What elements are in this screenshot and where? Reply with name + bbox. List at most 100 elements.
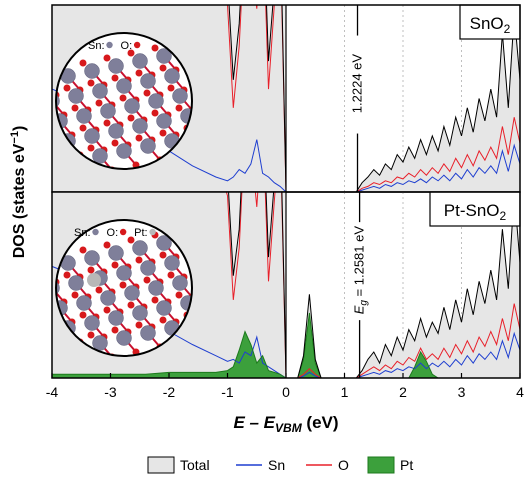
gap-value: 1.2224 eV xyxy=(350,54,365,114)
sn-atom xyxy=(148,280,164,296)
sn-atom xyxy=(132,305,148,321)
pt-atom xyxy=(87,273,101,287)
inset-legend-dot xyxy=(119,228,127,236)
sn-atom xyxy=(37,74,52,89)
o-atom xyxy=(103,119,111,127)
inset-label: Sn: xyxy=(74,227,91,239)
inset-legend-dot xyxy=(92,228,99,236)
x-tick-label: 1 xyxy=(341,384,349,400)
panel-label-main: SnO xyxy=(470,14,504,33)
sn-atom xyxy=(132,240,148,256)
dos-line xyxy=(226,5,520,192)
x-axis-label: E – EVBM (eV) xyxy=(233,413,338,435)
inset-label: Pt: xyxy=(134,227,147,239)
o-atom xyxy=(103,306,111,314)
o-atom xyxy=(143,276,151,284)
sn-atom xyxy=(84,63,100,79)
gap-symbol-sub: g xyxy=(359,300,370,306)
sn-atom xyxy=(156,48,172,64)
sn-atom xyxy=(164,68,180,84)
o-atom xyxy=(32,257,39,264)
panel-label-main: Pt-SnO xyxy=(444,201,500,220)
gap-value: = 1.2581 eV xyxy=(352,226,367,300)
structure-inset: Sn: O: Pt: xyxy=(32,219,193,357)
sn-atom xyxy=(92,83,108,99)
o-atom xyxy=(95,99,103,107)
panel-label-box xyxy=(459,4,521,40)
sn-atom xyxy=(172,275,188,291)
sn-atom xyxy=(68,88,84,104)
o-atom xyxy=(111,261,119,269)
legend-label: Total xyxy=(180,457,210,473)
sn-atom xyxy=(140,73,156,89)
o-atom xyxy=(151,296,159,304)
o-atom xyxy=(103,54,111,62)
inset-border xyxy=(55,32,193,170)
sn-atom xyxy=(84,250,100,266)
o-atom xyxy=(95,286,103,294)
sn-atom xyxy=(84,128,100,144)
panel-label-sub: 2 xyxy=(504,22,511,36)
x-tick-label: -3 xyxy=(104,384,117,400)
o-atom xyxy=(159,129,167,137)
o-atom xyxy=(71,104,79,112)
sn-atom xyxy=(124,98,140,114)
o-atom xyxy=(151,109,159,117)
y-label-end: ) xyxy=(11,126,28,131)
o-atom xyxy=(151,44,159,52)
sn-atom xyxy=(156,235,172,251)
sn-atom xyxy=(56,280,60,296)
dos-line xyxy=(52,312,520,378)
sn-atom xyxy=(140,260,156,276)
o-atom xyxy=(63,271,71,279)
o-atom xyxy=(103,241,111,249)
legend-swatch xyxy=(147,456,175,474)
sn-atom xyxy=(156,300,172,316)
inset-legend-dot xyxy=(106,41,113,49)
sn-atom xyxy=(140,325,156,341)
legend-swatch xyxy=(367,456,395,474)
sn-atom xyxy=(68,275,84,291)
o-atom xyxy=(87,79,95,87)
sn-atom xyxy=(124,285,140,301)
panel-label-sub: 2 xyxy=(500,209,507,223)
o-atom xyxy=(135,321,143,329)
sn-atom xyxy=(116,330,132,346)
o-atom xyxy=(87,266,95,274)
panel-label: Pt-SnO2 xyxy=(444,201,507,223)
sn-atom xyxy=(108,245,124,261)
x-tick-label: -4 xyxy=(46,384,59,400)
inset-border xyxy=(55,219,193,357)
sn-atom xyxy=(37,261,52,276)
o-atom xyxy=(127,301,135,309)
o-atom xyxy=(87,144,95,152)
o-atom xyxy=(159,316,167,324)
o-atom xyxy=(111,326,119,334)
sn-atom xyxy=(84,315,100,331)
x-label-main: E – E xyxy=(233,413,275,432)
y-axis-label: DOS (states eV−1) xyxy=(9,126,28,259)
o-atom xyxy=(127,49,135,57)
sn-atom xyxy=(76,295,92,311)
o-atom xyxy=(79,59,87,67)
dos-line xyxy=(228,5,520,192)
x-tick-label: -2 xyxy=(163,384,176,400)
sn-atom xyxy=(156,113,172,129)
o-atom xyxy=(111,74,119,82)
band-gap-label: 1.2224 eV xyxy=(350,54,365,114)
o-atom xyxy=(167,271,175,279)
y-label-main: DOS (states eV xyxy=(11,143,28,258)
sn-atom xyxy=(76,108,92,124)
inset-label: Sn: xyxy=(88,40,105,52)
x-label-sub: VBM xyxy=(275,421,303,435)
o-atom xyxy=(175,104,183,112)
o-atom xyxy=(159,64,167,72)
sn-atom xyxy=(56,93,60,109)
o-atom xyxy=(119,94,127,102)
gap-symbol: E xyxy=(352,305,367,314)
o-atom xyxy=(79,311,87,319)
sn-atom xyxy=(100,103,116,119)
sn-atom xyxy=(116,143,132,159)
o-atom xyxy=(87,331,95,339)
